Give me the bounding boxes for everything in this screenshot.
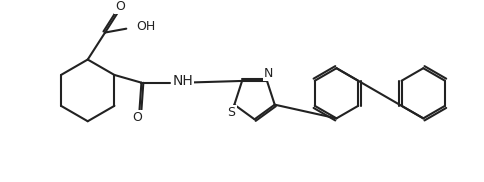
Text: S: S bbox=[227, 106, 236, 119]
Text: O: O bbox=[116, 0, 125, 13]
Text: O: O bbox=[133, 111, 142, 124]
Text: N: N bbox=[264, 67, 273, 80]
Text: OH: OH bbox=[136, 20, 155, 33]
Text: NH: NH bbox=[172, 74, 193, 88]
